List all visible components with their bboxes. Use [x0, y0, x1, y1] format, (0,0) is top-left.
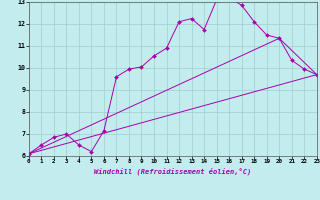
X-axis label: Windchill (Refroidissement éolien,°C): Windchill (Refroidissement éolien,°C)	[94, 167, 252, 175]
